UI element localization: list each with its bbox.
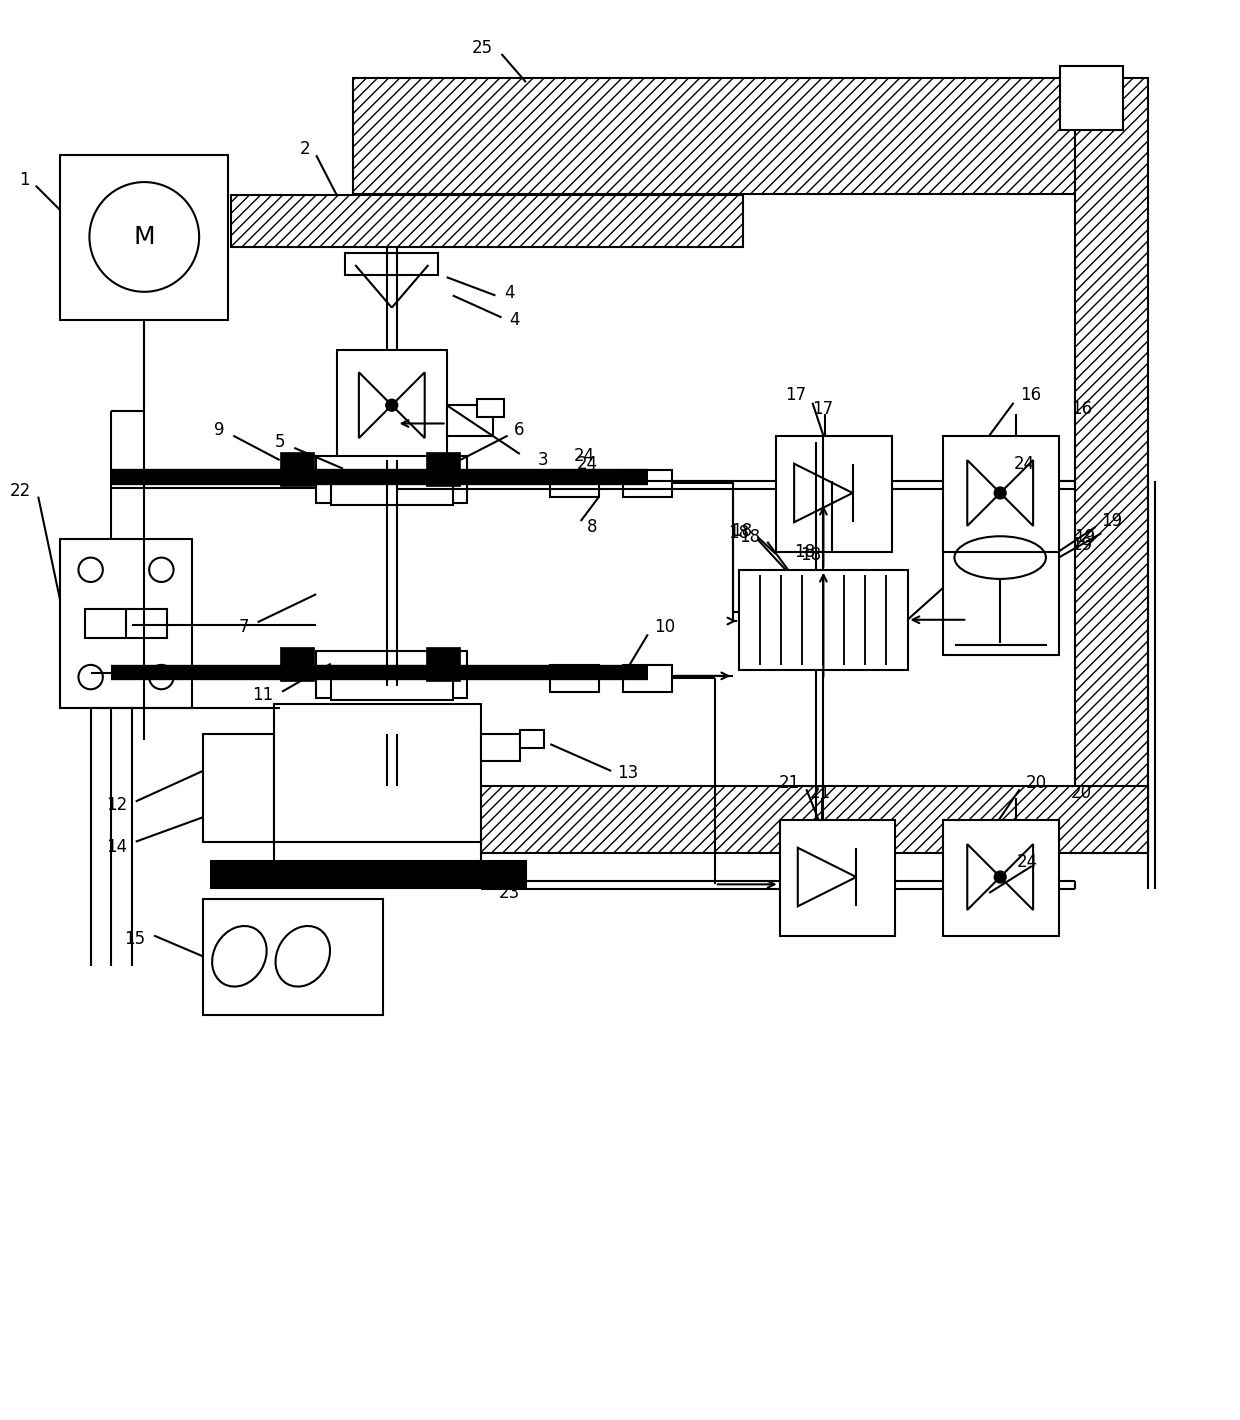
Bar — [316, 456, 467, 471]
Bar — [279, 646, 314, 680]
Bar — [352, 78, 1123, 195]
Bar — [211, 861, 526, 888]
Bar — [551, 665, 599, 692]
Bar — [331, 659, 453, 700]
Bar — [84, 609, 167, 638]
Bar — [1075, 78, 1148, 852]
Text: 18: 18 — [728, 524, 749, 542]
Text: 24: 24 — [1017, 853, 1038, 872]
Bar — [331, 464, 453, 506]
Text: 13: 13 — [618, 764, 639, 782]
Text: 9: 9 — [215, 420, 224, 439]
Circle shape — [994, 870, 1006, 883]
Bar — [776, 436, 892, 551]
Text: 8: 8 — [587, 518, 598, 537]
Text: 17: 17 — [812, 400, 833, 417]
Bar — [425, 452, 460, 486]
Bar — [231, 196, 743, 247]
Bar — [780, 819, 895, 936]
Text: 18: 18 — [794, 542, 815, 561]
Text: M: M — [134, 224, 155, 248]
Bar — [477, 399, 503, 417]
Text: 2: 2 — [300, 141, 310, 158]
Bar — [446, 405, 494, 436]
Text: 11: 11 — [252, 686, 274, 704]
Text: 19: 19 — [1101, 513, 1122, 530]
Circle shape — [994, 487, 1006, 498]
Bar — [1060, 67, 1123, 129]
Bar — [316, 672, 467, 697]
Text: 1: 1 — [19, 170, 30, 189]
Text: 19: 19 — [1071, 537, 1092, 554]
Bar — [942, 436, 1059, 551]
Bar — [739, 569, 908, 670]
Text: 4: 4 — [508, 311, 520, 329]
Bar — [61, 155, 228, 320]
Bar — [624, 470, 672, 497]
Bar — [624, 665, 672, 692]
Text: 15: 15 — [124, 930, 145, 949]
Circle shape — [386, 399, 398, 412]
Text: 19: 19 — [1075, 528, 1096, 545]
Text: 20: 20 — [1025, 774, 1047, 792]
Text: 17: 17 — [785, 386, 806, 405]
Bar — [274, 704, 481, 843]
Bar — [316, 652, 467, 666]
Bar — [337, 351, 446, 460]
Text: 6: 6 — [513, 420, 525, 439]
Text: 24: 24 — [574, 447, 595, 466]
Text: 18: 18 — [732, 521, 753, 540]
Text: 7: 7 — [238, 618, 249, 636]
Text: 20: 20 — [1071, 784, 1092, 802]
Text: 22: 22 — [10, 481, 31, 500]
Bar — [425, 646, 460, 680]
Bar — [942, 819, 1059, 936]
Bar — [316, 476, 467, 503]
Text: 3: 3 — [538, 452, 549, 469]
Text: 4: 4 — [503, 284, 515, 302]
Text: 21: 21 — [779, 774, 800, 792]
Bar — [942, 521, 1059, 655]
Text: 14: 14 — [107, 838, 128, 856]
Bar — [279, 452, 314, 486]
Text: 24: 24 — [577, 454, 598, 473]
Text: 24: 24 — [1013, 454, 1034, 473]
Text: 23: 23 — [498, 883, 521, 902]
Bar — [481, 734, 520, 761]
Text: 10: 10 — [653, 618, 675, 636]
Bar — [346, 253, 438, 274]
Text: 16: 16 — [1019, 386, 1040, 405]
Bar — [203, 734, 274, 842]
Text: 16: 16 — [1071, 400, 1092, 417]
Bar — [61, 540, 192, 707]
Text: 21: 21 — [810, 784, 831, 802]
Text: 25: 25 — [472, 38, 494, 57]
Bar — [520, 730, 544, 748]
Bar — [352, 785, 1148, 852]
Bar — [203, 899, 383, 1015]
Bar — [274, 842, 481, 863]
Text: 5: 5 — [275, 433, 285, 450]
Text: 12: 12 — [105, 797, 128, 814]
Bar — [551, 470, 599, 497]
Text: 18: 18 — [739, 528, 760, 545]
Text: 18: 18 — [800, 547, 821, 564]
